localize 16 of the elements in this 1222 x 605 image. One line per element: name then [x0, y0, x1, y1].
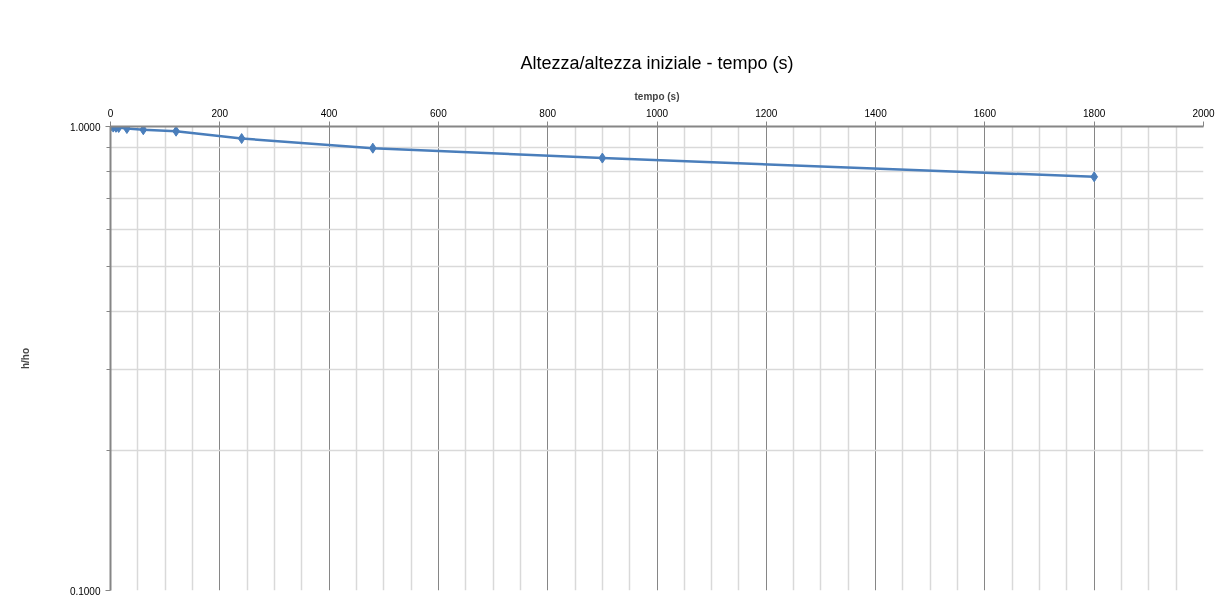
y-tick-label: 0.1000	[69, 585, 101, 597]
y-tick-label: 1.0000	[69, 121, 101, 133]
x-tick-label: 1600	[973, 107, 997, 119]
chart-title: Altezza/altezza iniziale - tempo (s)	[520, 52, 794, 73]
x-tick-label: 0	[107, 107, 114, 119]
x-tick-label: 1200	[755, 107, 778, 119]
x-tick-label: 800	[539, 107, 557, 119]
x-tick-label: 1800	[1083, 107, 1106, 119]
x-tick-label: 600	[430, 107, 448, 119]
x-tick-label: 400	[320, 107, 338, 119]
x-axis-title: tempo (s)	[634, 90, 680, 102]
y-axis-title: h/ho	[19, 347, 31, 370]
x-tick-label: 1400	[864, 107, 888, 119]
x-tick-label: 1000	[645, 107, 669, 119]
x-tick-label: 200	[211, 107, 229, 119]
x-tick-label: 2000	[1192, 107, 1216, 119]
